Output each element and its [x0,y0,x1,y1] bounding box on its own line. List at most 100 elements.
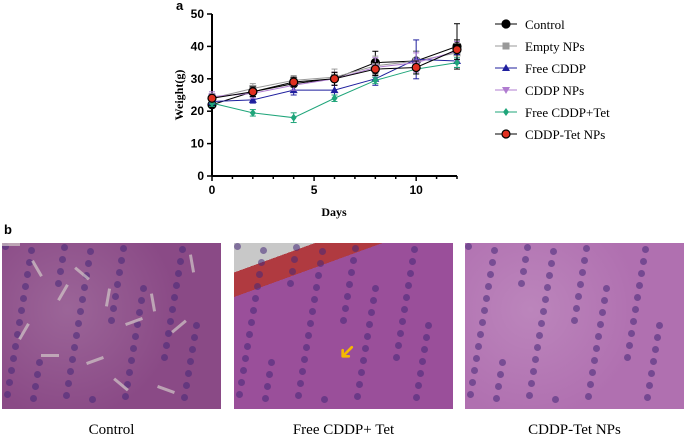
cell-nucleus [577,281,584,288]
cell-nucleus [487,271,494,278]
sinusoid-space [104,288,112,307]
cell-nucleus [654,334,661,341]
cell-nucleus [163,342,170,349]
cell-nucleus [305,332,312,339]
cell-nucleus [110,305,117,312]
cell-nucleus [179,246,186,253]
cell-nucleus [26,259,33,266]
cell-nucleus [132,333,139,340]
sinusoid-space [188,254,196,273]
cell-nucleus [258,259,265,266]
cell-nucleus [71,344,78,351]
data-point [249,108,256,117]
cell-nucleus [307,320,314,327]
cell-nucleus [538,320,545,327]
cell-nucleus [321,396,328,403]
cell-nucleus [524,244,531,251]
cell-nucleus [634,294,641,301]
cell-nucleus [28,247,35,254]
cell-nucleus [183,382,190,389]
cell-nucleus [624,354,631,361]
cell-nucleus [8,367,15,374]
cell-nucleus [601,297,608,304]
cell-nucleus [587,381,594,388]
cell-nucleus [530,368,537,375]
cell-nucleus [403,294,410,301]
legend-marker [501,19,511,29]
cell-nucleus [24,271,31,278]
sinusoid-space [31,259,43,278]
cell-nucleus [648,370,655,377]
legend-label: Empty NPs [525,39,585,54]
cell-nucleus [407,270,414,277]
cell-nucleus [248,319,255,326]
legend-label: Free CDDP [525,61,586,76]
cell-nucleus [495,383,502,390]
cell-nucleus [34,371,41,378]
cell-nucleus [499,359,506,366]
y-tick-label: 50 [191,7,205,21]
cell-nucleus [266,371,273,378]
cell-nucleus [116,269,123,276]
x-tick-label: 5 [311,183,318,197]
cell-nucleus [61,244,68,251]
cell-nucleus [311,296,318,303]
legend-label: CDDP NPs [525,83,584,98]
cell-nucleus [344,293,351,300]
cell-nucleus [638,270,645,277]
cell-nucleus [246,331,253,338]
cell-nucleus [240,367,247,374]
cell-nucleus [552,396,559,403]
legend-marker [502,87,510,94]
cell-nucleus [167,318,174,325]
cell-nucleus [236,391,243,398]
cell-nucleus [313,284,320,291]
cell-nucleus [63,392,70,399]
cell-nucleus [140,285,147,292]
cell-nucleus [301,356,308,363]
cell-nucleus [128,357,135,364]
cell-nucleus [583,245,590,252]
cell-nucleus [189,346,196,353]
sinusoid-space [86,356,104,365]
cell-nucleus [319,248,326,255]
cell-nucleus [518,280,525,287]
cell-nucleus [177,258,184,265]
cell-nucleus [481,307,488,314]
cell-nucleus [191,334,198,341]
cell-nucleus [493,395,500,402]
cell-nucleus [297,380,304,387]
cell-nucleus [546,272,553,279]
cell-nucleus [542,296,549,303]
sinusoid-space [149,293,157,312]
cell-nucleus [169,306,176,313]
cell-nucleus [268,359,275,366]
cell-nucleus [122,393,129,400]
cell-nucleus [171,294,178,301]
cell-nucleus [350,257,357,264]
caption-control: Control [88,422,135,438]
cell-nucleus [89,396,96,403]
cell-nucleus [656,322,663,329]
cell-nucleus [599,309,606,316]
cell-nucleus [32,383,39,390]
cell-nucleus [289,268,296,275]
cell-nucleus [114,281,121,288]
cell-nucleus [632,306,639,313]
cell-nucleus [526,392,533,399]
cell-nucleus [138,297,145,304]
cell-nucleus [597,321,604,328]
cell-nucleus [352,245,359,252]
sinusoid-space [41,354,59,357]
cell-nucleus [603,285,610,292]
cell-nucleus [6,379,13,386]
legend-label: Control [525,17,565,32]
cell-nucleus [81,284,88,291]
cell-nucleus [293,244,300,251]
cell-nucleus [366,321,373,328]
cell-nucleus [317,260,324,267]
cell-nucleus [465,243,472,250]
cell-nucleus [260,247,267,254]
cell-nucleus [30,395,37,402]
cell-nucleus [368,309,375,316]
